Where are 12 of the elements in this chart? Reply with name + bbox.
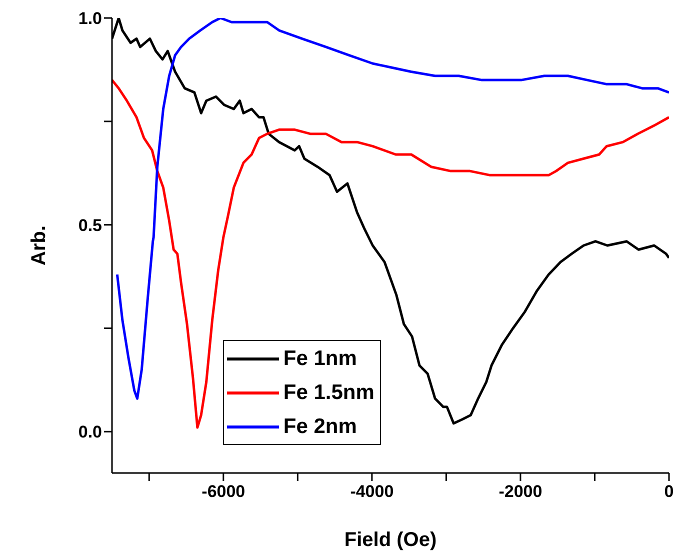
legend-label: Fe 1.5nm — [283, 381, 374, 405]
x-axis-title: Field (Oe) — [344, 529, 437, 551]
y-tick-label: 0.5 — [78, 216, 102, 235]
x-tick-label: -4000 — [350, 482, 394, 501]
y-axis-title: Arb. — [28, 226, 50, 266]
x-tick-label: -2000 — [498, 482, 542, 501]
y-tick-label: 1.0 — [78, 9, 102, 28]
legend-label: Fe 2nm — [283, 415, 357, 439]
legend-label: Fe 1nm — [283, 347, 357, 371]
x-tick-label: -6000 — [202, 482, 246, 501]
y-tick-label: 0.0 — [78, 422, 102, 442]
x-tick-label: 0 — [664, 482, 674, 501]
